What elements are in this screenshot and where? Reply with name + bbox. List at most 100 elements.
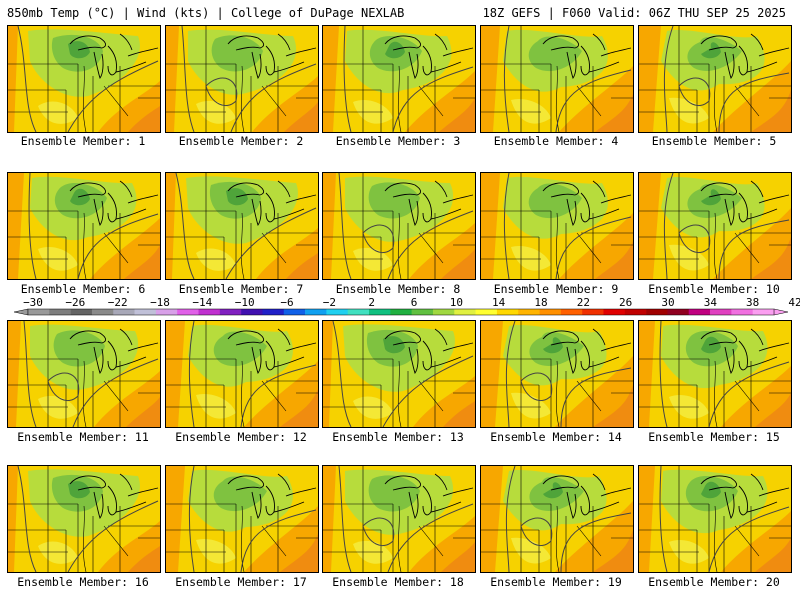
colorbar-swatch xyxy=(134,309,157,315)
colorbar-swatch xyxy=(603,309,626,315)
colorbar-swatch xyxy=(91,309,114,315)
ensemble-member-map[interactable] xyxy=(165,172,319,280)
colorbar-swatch xyxy=(454,309,476,315)
ensemble-member-label: Ensemble Member: 3 xyxy=(335,134,461,148)
ensemble-member-label: Ensemble Member: 12 xyxy=(175,430,307,444)
colorbar: −30 −26 −22 −18 −14 −10 −6 −2 2 6 10 14 18 22 26 30 34 38… xyxy=(13,296,800,316)
colorbar-swatch xyxy=(752,309,775,315)
ensemble-member-map[interactable] xyxy=(322,465,476,573)
colorbar-swatch xyxy=(560,309,583,315)
ensemble-member-label: Ensemble Member: 6 xyxy=(20,282,146,296)
map-field xyxy=(323,173,475,279)
colorbar-tick-label: −18 xyxy=(150,296,170,309)
colorbar-swatch xyxy=(475,309,498,315)
colorbar-low-arrow xyxy=(13,308,29,316)
colorbar-tick-label: 34 xyxy=(704,296,718,309)
colorbar-swatch xyxy=(731,309,753,315)
colorbar-swatch xyxy=(390,309,412,315)
colorbar-swatch xyxy=(667,309,690,315)
ensemble-member-map[interactable] xyxy=(480,320,634,428)
ensemble-member-map[interactable] xyxy=(638,320,792,428)
map-header: 850mb Temp (°C) | Wind (kts) | College o… xyxy=(0,0,800,22)
map-field xyxy=(323,466,475,572)
map-field xyxy=(323,26,475,132)
ensemble-member-map[interactable] xyxy=(165,25,319,133)
colorbar-tick-label: 2 xyxy=(368,296,375,309)
ensemble-member-map[interactable] xyxy=(322,172,476,280)
ensemble-member-map[interactable] xyxy=(480,172,634,280)
map-field xyxy=(8,173,160,279)
colorbar-swatch xyxy=(49,309,71,315)
map-field xyxy=(166,26,318,132)
colorbar-swatch xyxy=(28,309,50,315)
map-field xyxy=(8,321,160,427)
ensemble-member-label: Ensemble Member: 11 xyxy=(17,430,149,444)
colorbar-swatch xyxy=(155,309,178,315)
colorbar-swatch xyxy=(347,309,370,315)
ensemble-member-label: Ensemble Member: 16 xyxy=(17,575,149,589)
map-field xyxy=(481,26,633,132)
colorbar-swatch xyxy=(198,309,221,315)
colorbar-tick-label: 10 xyxy=(450,296,463,309)
ensemble-member-label: Ensemble Member: 19 xyxy=(490,575,622,589)
ensemble-member-map[interactable] xyxy=(480,465,634,573)
ensemble-member-map[interactable] xyxy=(638,172,792,280)
colorbar-tick-label: 30 xyxy=(661,296,674,309)
ensemble-member-label: Ensemble Member: 8 xyxy=(335,282,461,296)
colorbar-tick-label: −10 xyxy=(235,296,255,309)
colorbar-high-arrow xyxy=(773,308,789,316)
ensemble-member-label: Ensemble Member: 4 xyxy=(493,134,619,148)
ensemble-member-label: Ensemble Member: 15 xyxy=(648,430,780,444)
colorbar-tick-label: 22 xyxy=(577,296,590,309)
colorbar-tick-label: −14 xyxy=(192,296,212,309)
colorbar-swatch xyxy=(70,309,93,315)
colorbar-swatch xyxy=(177,309,199,315)
ensemble-member-map[interactable] xyxy=(7,172,161,280)
ensemble-member-map[interactable] xyxy=(638,465,792,573)
colorbar-tick-label: 38 xyxy=(746,296,759,309)
ensemble-member-label: Ensemble Member: 2 xyxy=(178,134,304,148)
colorbar-tick-label: 26 xyxy=(619,296,632,309)
ensemble-member-map[interactable] xyxy=(7,465,161,573)
colorbar-tick-label: 6 xyxy=(411,296,418,309)
map-field xyxy=(481,321,633,427)
ensemble-member-label: Ensemble Member: 17 xyxy=(175,575,307,589)
colorbar-swatch xyxy=(113,309,135,315)
ensemble-member-label: Ensemble Member: 7 xyxy=(178,282,304,296)
colorbar-swatch xyxy=(496,309,519,315)
map-field xyxy=(639,173,791,279)
colorbar-tick-label: −26 xyxy=(65,296,85,309)
colorbar-tick-label: 14 xyxy=(492,296,506,309)
ensemble-member-label: Ensemble Member: 14 xyxy=(490,430,622,444)
colorbar-swatch xyxy=(326,309,349,315)
ensemble-member-map[interactable] xyxy=(322,320,476,428)
colorbar-tick-label: 42 xyxy=(788,296,800,309)
colorbar-swatch xyxy=(432,309,455,315)
colorbar-outline xyxy=(27,308,775,316)
map-field xyxy=(166,321,318,427)
ensemble-member-label: Ensemble Member: 10 xyxy=(648,282,780,296)
ensemble-member-map[interactable] xyxy=(480,25,634,133)
ensemble-member-map[interactable] xyxy=(7,25,161,133)
colorbar-swatch xyxy=(241,309,263,315)
colorbar-swatch xyxy=(219,309,242,315)
colorbar-swatch xyxy=(539,309,562,315)
ensemble-member-label: Ensemble Member: 13 xyxy=(332,430,464,444)
ensemble-member-map[interactable] xyxy=(638,25,792,133)
colorbar-tick-label: −30 xyxy=(23,296,43,309)
ensemble-member-map[interactable] xyxy=(322,25,476,133)
colorbar-swatch xyxy=(624,309,647,315)
header-title: 850mb Temp (°C) | Wind (kts) | College o… xyxy=(7,6,405,20)
colorbar-swatch xyxy=(283,309,306,315)
ensemble-member-label: Ensemble Member: 18 xyxy=(332,575,464,589)
ensemble-member-label: Ensemble Member: 5 xyxy=(651,134,777,148)
colorbar-tick-label: 18 xyxy=(534,296,547,309)
map-field xyxy=(166,466,318,572)
colorbar-swatch xyxy=(305,309,327,315)
ensemble-member-map[interactable] xyxy=(7,320,161,428)
ensemble-member-map[interactable] xyxy=(165,320,319,428)
colorbar-swatch xyxy=(518,309,540,315)
ensemble-member-map[interactable] xyxy=(165,465,319,573)
map-field xyxy=(481,466,633,572)
map-field xyxy=(639,26,791,132)
